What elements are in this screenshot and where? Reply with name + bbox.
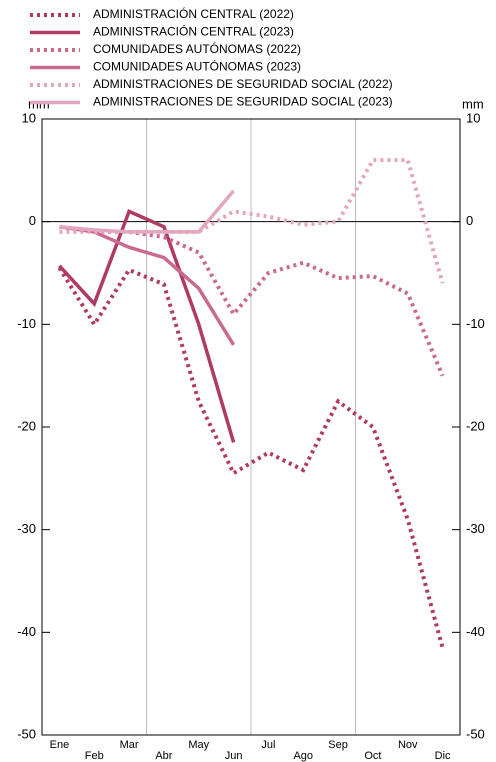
x-tick-label: May <box>188 739 209 751</box>
x-tick-label: Nov <box>398 739 418 751</box>
y-tick-label: 0 <box>29 213 36 228</box>
y2-tick-label: 0 <box>466 213 473 228</box>
y-tick-label: -10 <box>17 316 36 331</box>
y-tick-label: -40 <box>17 624 36 639</box>
y2-tick-label: -50 <box>466 726 485 741</box>
plot-frame <box>41 118 461 736</box>
x-tick-label: Sep <box>328 739 348 751</box>
legend-label: ADMINISTRACIONES DE SEGURIDAD SOCIAL (20… <box>93 95 393 109</box>
y-tick-label: -20 <box>17 418 36 433</box>
y-tick-label: -30 <box>17 521 36 536</box>
series-line <box>58 209 236 443</box>
y2-tick-label: -10 <box>466 316 485 331</box>
y-tick-label: 10 <box>22 110 36 125</box>
series-line <box>59 189 235 234</box>
x-tick-label: Ago <box>293 750 313 762</box>
y-tick-label: -50 <box>17 726 36 741</box>
y2-tick-label: -40 <box>466 624 485 639</box>
legend-label: ADMINISTRACIÓN CENTRAL (2023) <box>93 24 294 39</box>
x-tick-label: Jul <box>261 739 275 751</box>
legend-label: ADMINISTRACIONES DE SEGURIDAD SOCIAL (20… <box>93 77 393 91</box>
x-tick-label: Jun <box>225 750 243 762</box>
x-tick-label: Abr <box>155 750 172 762</box>
series-line <box>57 266 445 649</box>
y2-tick-label: -20 <box>466 418 485 433</box>
x-tick-label: Mar <box>120 739 139 751</box>
x-tick-label: Feb <box>85 750 104 762</box>
legend-label: COMUNIDADES AUTÓNOMAS (2023) <box>93 59 301 74</box>
legend-label: ADMINISTRACIÓN CENTRAL (2022) <box>93 6 294 21</box>
y2-tick-label: -30 <box>466 521 485 536</box>
x-tick-label: Dic <box>435 750 451 762</box>
y2-unit: mm <box>462 96 484 111</box>
y2-tick-label: 10 <box>466 110 480 125</box>
x-tick-label: Ene <box>50 739 70 751</box>
x-tick-label: Oct <box>364 750 381 762</box>
legend-label: COMUNIDADES AUTÓNOMAS (2022) <box>93 41 301 56</box>
